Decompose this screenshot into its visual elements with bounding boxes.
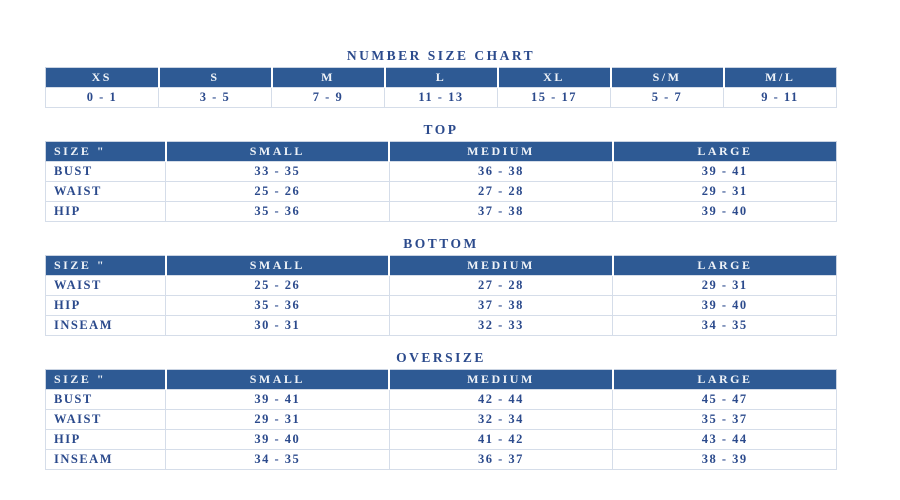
table-cell: 45 - 47: [612, 389, 837, 410]
table-cell: 33 - 35: [165, 161, 390, 182]
row-label: HIP: [45, 295, 166, 316]
column-header-l: L: [383, 67, 498, 88]
column-header-size: SIZE ": [45, 255, 166, 276]
table-row: 0 - 1 3 - 5 7 - 9 11 - 13 15 - 17 5 - 7 …: [45, 87, 837, 108]
column-header-large: LARGE: [611, 255, 837, 276]
section-top: TOP SIZE " SMALL MEDIUM LARGE BUST 33 - …: [0, 122, 900, 222]
table-cell: 25 - 26: [165, 275, 390, 296]
header-row: SIZE " SMALL MEDIUM LARGE: [45, 141, 837, 162]
table-cell: 37 - 38: [388, 295, 614, 316]
bottom-title: BOTTOM: [403, 236, 479, 251]
table-cell: 39 - 41: [612, 161, 837, 182]
row-label: WAIST: [45, 275, 166, 296]
table-cell: 36 - 38: [388, 161, 614, 182]
column-header-s: S: [157, 67, 272, 88]
row-label: BUST: [45, 161, 166, 182]
table-cell: 39 - 40: [165, 429, 390, 450]
table-cell: 36 - 37: [388, 449, 614, 470]
section-bottom: BOTTOM SIZE " SMALL MEDIUM LARGE WAIST 2…: [0, 236, 900, 336]
top-title: TOP: [423, 122, 459, 137]
column-header-medium: MEDIUM: [388, 369, 613, 390]
table-cell: 32 - 33: [388, 315, 614, 336]
table-cell: 27 - 28: [388, 275, 614, 296]
column-header-xl: XL: [496, 67, 611, 88]
header-row: SIZE " SMALL MEDIUM LARGE: [45, 255, 837, 276]
row-label: INSEAM: [45, 315, 166, 336]
table-cell: 34 - 35: [612, 315, 837, 336]
column-header-sm: S/M: [609, 67, 724, 88]
section-oversize: OVERSIZE SIZE " SMALL MEDIUM LARGE BUST …: [0, 350, 900, 470]
table-cell: 7 - 9: [271, 87, 385, 108]
table-row-waist: WAIST 25 - 26 27 - 28 29 - 31: [45, 275, 837, 296]
table-row-inseam: INSEAM 30 - 31 32 - 33 34 - 35: [45, 315, 837, 336]
table-cell: 3 - 5: [158, 87, 272, 108]
table-cell: 15 - 17: [497, 87, 611, 108]
table-row-bust: BUST 39 - 41 42 - 44 45 - 47: [45, 389, 837, 410]
column-header-small: SMALL: [164, 255, 390, 276]
row-label: WAIST: [45, 409, 166, 430]
table-cell: 39 - 40: [612, 295, 837, 316]
table-cell: 29 - 31: [165, 409, 390, 430]
table-cell: 39 - 40: [612, 201, 837, 222]
row-label: INSEAM: [45, 449, 166, 470]
oversize-title: OVERSIZE: [396, 350, 486, 365]
table-cell: 35 - 36: [165, 201, 390, 222]
table-cell: 9 - 11: [723, 87, 837, 108]
table-cell: 5 - 7: [610, 87, 724, 108]
row-label: HIP: [45, 201, 166, 222]
column-header-ml: M/L: [722, 67, 837, 88]
table-cell: 29 - 31: [612, 275, 837, 296]
table-cell: 25 - 26: [165, 181, 390, 202]
row-label: BUST: [45, 389, 166, 410]
table-cell: 32 - 34: [388, 409, 614, 430]
table-cell: 34 - 35: [165, 449, 390, 470]
size-chart-page: NUMBER SIZE CHART XS S M L XL S/M M/L 0 …: [0, 48, 900, 470]
header-row: SIZE " SMALL MEDIUM LARGE: [45, 369, 837, 390]
column-header-m: M: [270, 67, 385, 88]
table-row-hip: HIP 35 - 36 37 - 38 39 - 40: [45, 201, 837, 222]
table-cell: 43 - 44: [612, 429, 837, 450]
table-cell: 30 - 31: [165, 315, 390, 336]
table-cell: 35 - 37: [612, 409, 837, 430]
table-row-inseam: INSEAM 34 - 35 36 - 37 38 - 39: [45, 449, 837, 470]
top-size-table: SIZE " SMALL MEDIUM LARGE BUST 33 - 35 3…: [45, 141, 837, 222]
column-header-xs: XS: [45, 67, 159, 88]
section-number-size-chart: NUMBER SIZE CHART XS S M L XL S/M M/L 0 …: [0, 48, 900, 108]
number-size-chart-table: XS S M L XL S/M M/L 0 - 1 3 - 5 7 - 9 11…: [45, 67, 837, 108]
row-label: WAIST: [45, 181, 166, 202]
column-header-medium: MEDIUM: [388, 255, 613, 276]
column-header-medium: MEDIUM: [388, 141, 613, 162]
number-size-chart-title: NUMBER SIZE CHART: [346, 48, 536, 63]
column-header-small: SMALL: [164, 369, 390, 390]
column-header-large: LARGE: [611, 369, 837, 390]
column-header-small: SMALL: [164, 141, 390, 162]
header-row: XS S M L XL S/M M/L: [45, 67, 837, 88]
column-header-size: SIZE ": [45, 369, 166, 390]
bottom-size-table: SIZE " SMALL MEDIUM LARGE WAIST 25 - 26 …: [45, 255, 837, 336]
table-cell: 0 - 1: [45, 87, 159, 108]
table-cell: 27 - 28: [388, 181, 614, 202]
table-row-bust: BUST 33 - 35 36 - 38 39 - 41: [45, 161, 837, 182]
table-cell: 35 - 36: [165, 295, 390, 316]
table-cell: 29 - 31: [612, 181, 837, 202]
table-row-hip: HIP 39 - 40 41 - 42 43 - 44: [45, 429, 837, 450]
column-header-large: LARGE: [611, 141, 837, 162]
table-cell: 41 - 42: [388, 429, 614, 450]
table-row-waist: WAIST 29 - 31 32 - 34 35 - 37: [45, 409, 837, 430]
table-row-waist: WAIST 25 - 26 27 - 28 29 - 31: [45, 181, 837, 202]
table-cell: 42 - 44: [388, 389, 614, 410]
column-header-size: SIZE ": [45, 141, 166, 162]
table-cell: 37 - 38: [388, 201, 614, 222]
table-cell: 11 - 13: [384, 87, 498, 108]
table-cell: 38 - 39: [612, 449, 837, 470]
table-row-hip: HIP 35 - 36 37 - 38 39 - 40: [45, 295, 837, 316]
row-label: HIP: [45, 429, 166, 450]
oversize-size-table: SIZE " SMALL MEDIUM LARGE BUST 39 - 41 4…: [45, 369, 837, 470]
table-cell: 39 - 41: [165, 389, 390, 410]
